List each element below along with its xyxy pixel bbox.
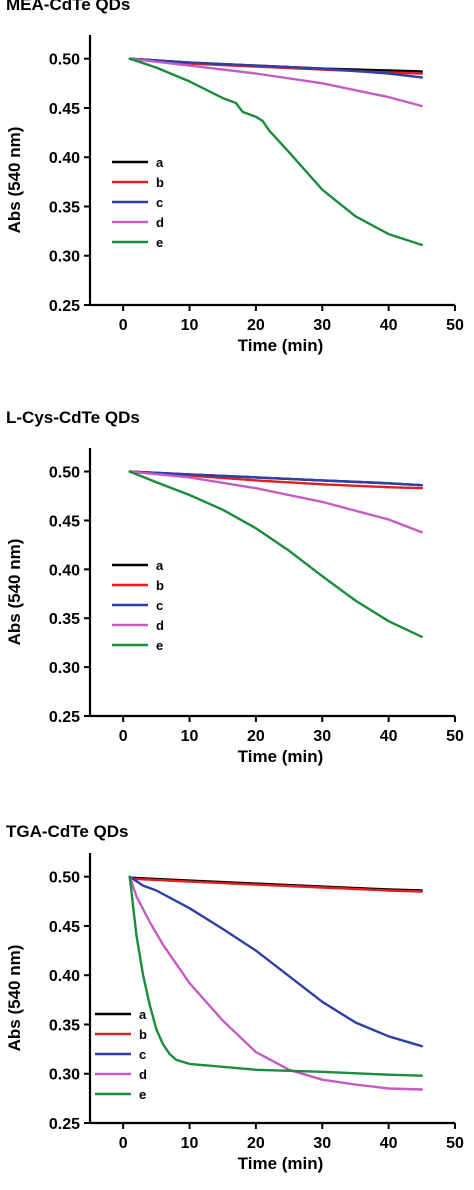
y-axis-title: Abs (540 nm)	[5, 945, 24, 1052]
x-tick-label: 20	[247, 728, 265, 745]
legend-label-b: b	[139, 1027, 147, 1042]
x-tick-label: 10	[181, 728, 199, 745]
series-line-a	[128, 876, 423, 892]
x-tick-label: 40	[380, 1135, 398, 1152]
legend-label-d: d	[156, 618, 164, 633]
series-line-e	[128, 470, 423, 638]
x-tick-label: 40	[380, 728, 398, 745]
legend-label-e: e	[156, 235, 163, 250]
x-tick-label: 30	[313, 317, 331, 334]
legend-label-c: c	[156, 195, 163, 210]
y-tick-label: 0.45	[49, 101, 80, 118]
x-tick-label: 40	[380, 317, 398, 334]
y-tick-label: 0.35	[49, 611, 80, 628]
legend-label-d: d	[156, 215, 164, 230]
chart-panel-2: L-Cys-CdTe QDs 0.25 0.30 0.35 0.40 0.45 0.50 0 1…	[5, 408, 464, 766]
x-axis-title: Time (min)	[238, 336, 324, 355]
y-tick-label: 0.25	[49, 298, 80, 315]
y-tick-label: 0.35	[49, 199, 80, 216]
y-tick-label: 0.35	[49, 1017, 80, 1034]
x-tick-label: 10	[181, 1135, 199, 1152]
x-axis-title: Time (min)	[238, 1154, 324, 1173]
y-tick-label: 0.45	[49, 513, 80, 530]
y-tick-label: 0.30	[49, 1067, 80, 1084]
y-tick-label: 0.45	[49, 919, 80, 936]
y-tick-label: 0.25	[49, 1116, 80, 1133]
series-line-c	[128, 57, 423, 79]
x-tick-label: 50	[446, 1135, 464, 1152]
x-tick-label: 0	[119, 728, 128, 745]
series-line-d	[128, 875, 423, 1091]
legend-label-a: a	[156, 558, 164, 573]
series-line-d	[128, 470, 423, 534]
x-tick-label: 30	[313, 1135, 331, 1152]
chart-panel-3: TGA-CdTe QDs 0.25 0.30 0.35 0.40 0.45 0.50 0 10 2…	[5, 822, 464, 1173]
series-line-c	[128, 470, 423, 487]
legend-label-a: a	[139, 1007, 147, 1022]
x-tick-label: 0	[119, 317, 128, 334]
legend-label-d: d	[139, 1067, 147, 1082]
x-axis-title: Time (min)	[238, 747, 324, 766]
x-tick-label: 30	[313, 728, 331, 745]
series-line-c	[128, 875, 423, 1048]
series-line-d	[128, 57, 423, 108]
y-tick-label: 0.50	[49, 465, 80, 482]
y-tick-label: 0.40	[49, 968, 80, 985]
x-tick-label: 50	[446, 317, 464, 334]
panel-title: MEA-CdTe QDs	[6, 0, 130, 14]
legend-label-b: b	[156, 175, 164, 190]
y-tick-label: 0.50	[49, 52, 80, 69]
x-tick-label: 20	[247, 317, 265, 334]
chart-panel-1: MEA-CdTe QDs 0.25 0.30 0.35 0.40 0.45 0.50 0 10 2…	[5, 0, 464, 355]
y-axis-title: Abs (540 nm)	[5, 539, 24, 646]
y-tick-label: 0.30	[49, 249, 80, 266]
y-tick-label: 0.30	[49, 660, 80, 677]
y-tick-label: 0.50	[49, 870, 80, 887]
x-tick-label: 0	[119, 1135, 128, 1152]
x-tick-label: 50	[446, 728, 464, 745]
y-tick-label: 0.25	[49, 709, 80, 726]
legend-label-a: a	[156, 155, 164, 170]
legend-label-e: e	[156, 638, 163, 653]
x-tick-label: 20	[247, 1135, 265, 1152]
y-tick-label: 0.40	[49, 562, 80, 579]
legend-label-c: c	[156, 598, 163, 613]
panel-title: TGA-CdTe QDs	[6, 822, 128, 841]
legend-label-b: b	[156, 578, 164, 593]
series-line-e	[128, 875, 423, 1077]
panel-title: L-Cys-CdTe QDs	[6, 408, 140, 427]
y-axis-title: Abs (540 nm)	[5, 127, 24, 234]
legend-label-e: e	[139, 1087, 146, 1102]
x-tick-label: 10	[181, 317, 199, 334]
y-tick-label: 0.40	[49, 150, 80, 167]
legend-label-c: c	[139, 1047, 146, 1062]
series-line-b	[128, 877, 423, 893]
series-line-e	[128, 57, 423, 247]
